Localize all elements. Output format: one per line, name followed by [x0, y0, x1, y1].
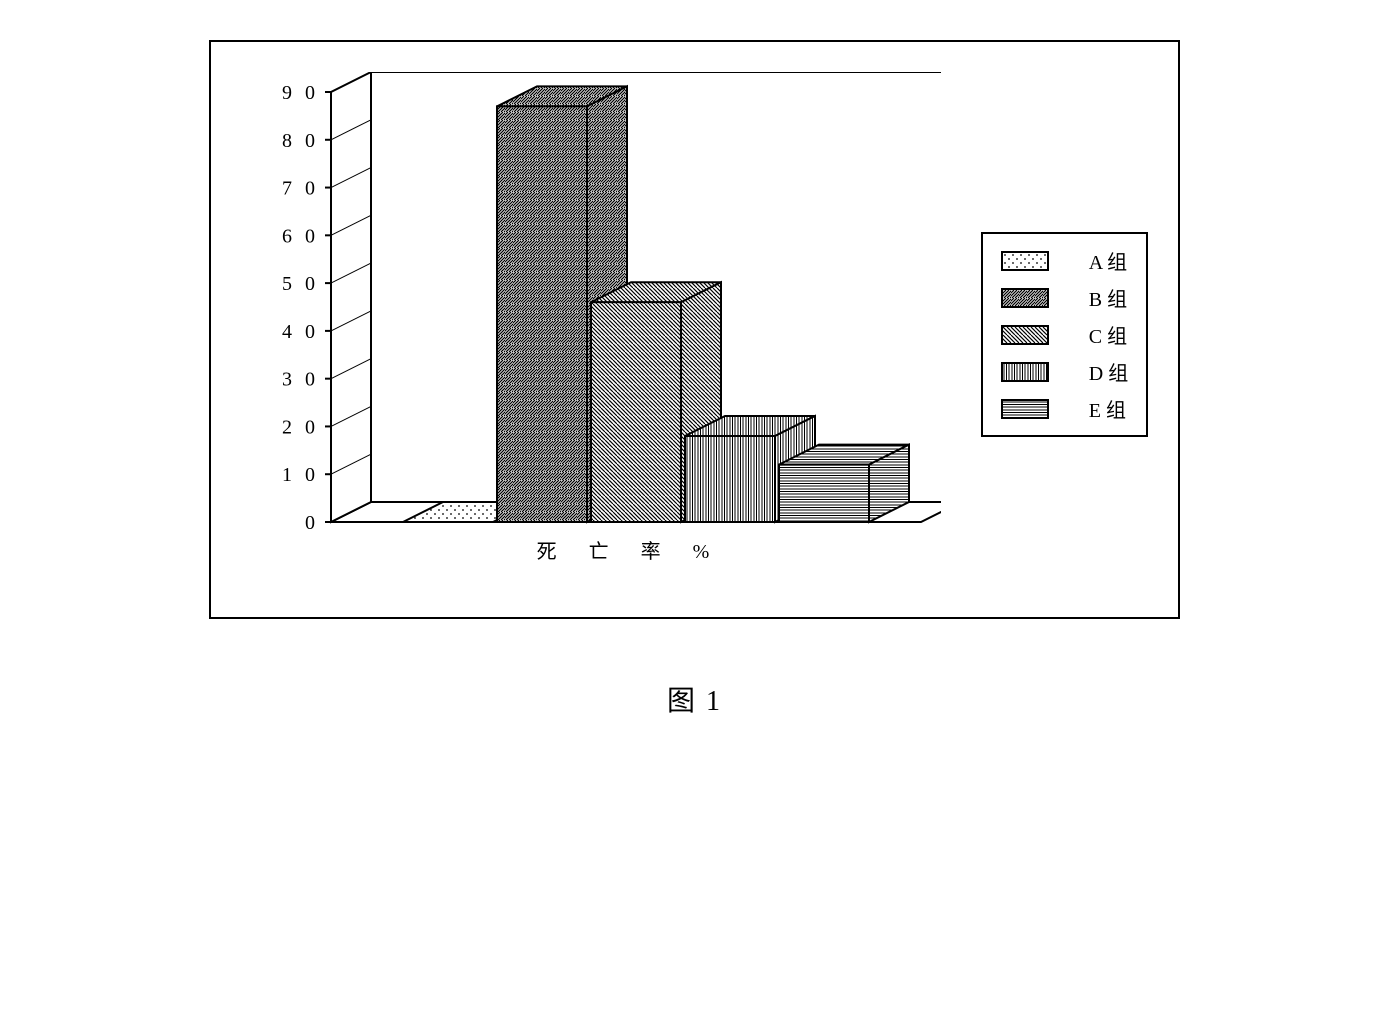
legend-swatch [1001, 399, 1049, 419]
svg-text:6 0: 6 0 [282, 225, 319, 247]
legend-label: A 组 [1089, 246, 1127, 275]
legend-swatch [1001, 251, 1049, 271]
svg-text:4 0: 4 0 [282, 321, 319, 343]
legend-label: E 组 [1089, 394, 1126, 423]
svg-text:5 0: 5 0 [282, 273, 319, 295]
legend-label: C 组 [1089, 320, 1127, 349]
svg-text:9 0: 9 0 [282, 82, 319, 104]
svg-text:2 0: 2 0 [282, 416, 319, 438]
legend-swatch [1001, 362, 1049, 382]
legend-item: E 组 [1001, 394, 1128, 423]
legend-item: C 组 [1001, 320, 1128, 349]
legend-swatch [1001, 288, 1049, 308]
svg-text:1 0: 1 0 [282, 464, 319, 486]
svg-text:死 亡 率 %: 死 亡 率 % [536, 540, 715, 563]
legend-swatch [1001, 325, 1049, 345]
chart-plot: 0 1 0 2 0 3 0 4 0 5 0 6 0 7 0 8 0 9 0 死 亡 率 % [241, 72, 941, 597]
figure-caption: 图 1 [667, 679, 722, 719]
legend-label: B 组 [1089, 283, 1127, 312]
svg-text:8 0: 8 0 [282, 130, 319, 152]
legend-item: D 组 [1001, 357, 1128, 386]
chart-frame: 0 1 0 2 0 3 0 4 0 5 0 6 0 7 0 8 0 9 0 死 亡 率 % A 组 B… [209, 40, 1180, 619]
legend-label: D 组 [1089, 357, 1128, 386]
svg-text:0: 0 [305, 512, 319, 534]
legend: A 组 B 组 C 组 D 组 E 组 [981, 232, 1148, 437]
svg-text:7 0: 7 0 [282, 178, 319, 200]
legend-item: B 组 [1001, 283, 1128, 312]
svg-text:3 0: 3 0 [282, 369, 319, 391]
legend-item: A 组 [1001, 246, 1128, 275]
